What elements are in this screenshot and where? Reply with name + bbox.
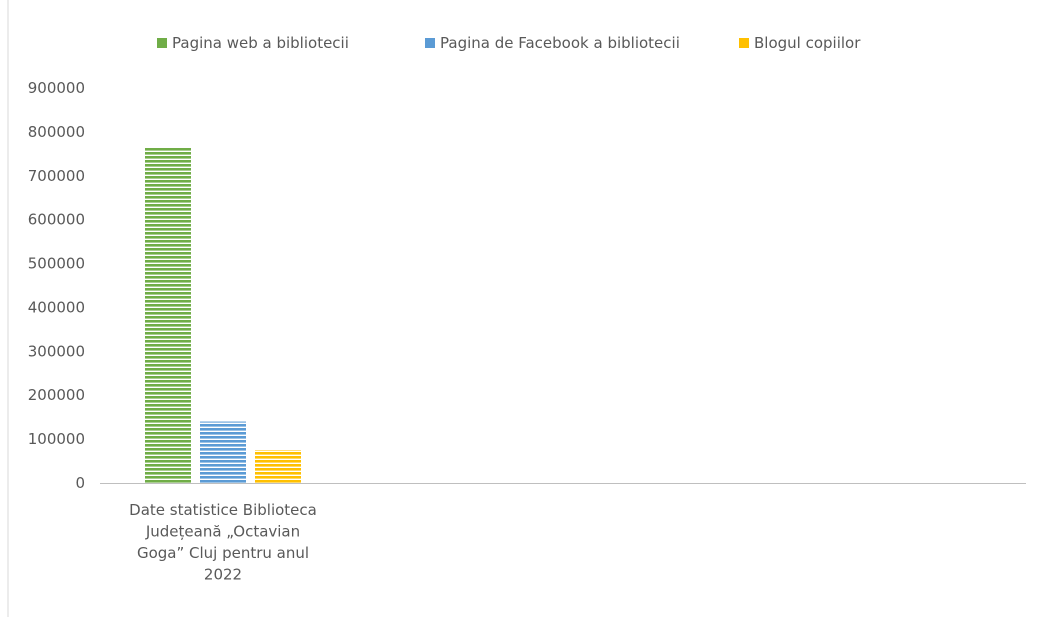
x-axis: Date statistice Biblioteca Județeană „Oct… bbox=[129, 501, 317, 584]
legend-swatch bbox=[425, 38, 435, 48]
y-tick-label: 800000 bbox=[28, 123, 85, 141]
legend: Pagina web a bibliotecii Pagina de Facebo… bbox=[157, 34, 861, 52]
legend-label: Pagina web a bibliotecii bbox=[172, 34, 349, 52]
x-category-label: Date statistice Biblioteca Județeană „Oct… bbox=[129, 501, 317, 584]
legend-label: Pagina de Facebook a bibliotecii bbox=[440, 34, 680, 52]
y-axis: 0 100000 200000 300000 400000 500000 600000 700… bbox=[28, 79, 85, 492]
y-tick-label: 0 bbox=[75, 474, 85, 492]
y-tick-label: 700000 bbox=[28, 167, 85, 185]
y-tick-label: 600000 bbox=[28, 211, 85, 229]
y-tick-label: 900000 bbox=[28, 79, 85, 97]
y-tick-label: 100000 bbox=[28, 430, 85, 448]
y-tick-label: 200000 bbox=[28, 386, 85, 404]
legend-swatch bbox=[157, 38, 167, 48]
legend-swatch bbox=[739, 38, 749, 48]
bar-pagina-web-a-bibliotecii bbox=[145, 147, 191, 483]
y-tick-label: 300000 bbox=[28, 342, 85, 360]
bar-blogul-copiilor bbox=[255, 450, 301, 483]
bars bbox=[145, 147, 301, 483]
y-tick-label: 500000 bbox=[28, 255, 85, 273]
legend-label: Blogul copiilor bbox=[754, 34, 861, 52]
bar-pagina-de-facebook-a-bibliotecii bbox=[200, 421, 246, 483]
y-tick-label: 400000 bbox=[28, 298, 85, 316]
